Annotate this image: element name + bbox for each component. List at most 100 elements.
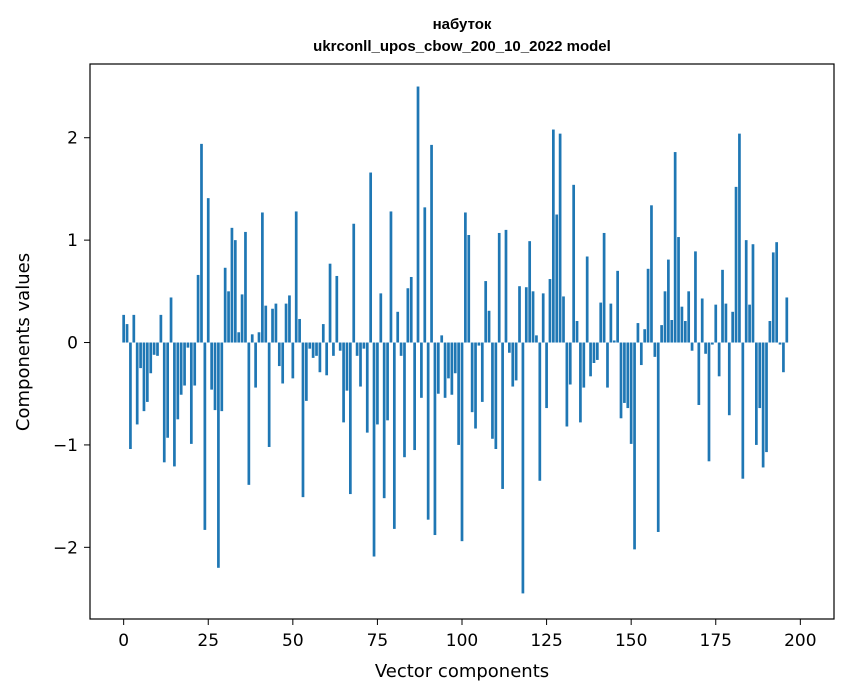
bar (511, 342, 515, 387)
bar (406, 288, 410, 343)
bar (609, 303, 613, 343)
bar (342, 342, 345, 423)
x-axis-ticks: 0 25 50 75 100 125 150 175 200 (118, 619, 817, 651)
bar (643, 329, 647, 343)
bar (271, 308, 274, 343)
x-tick-label: 200 (784, 631, 816, 651)
bar (315, 342, 318, 356)
bar (325, 342, 329, 376)
x-tick-label: 100 (446, 631, 478, 651)
bar (565, 342, 569, 427)
bar (606, 342, 609, 388)
bar (311, 342, 315, 358)
bar (156, 342, 159, 356)
bar (568, 342, 572, 385)
chart-title-line1: набуток (433, 16, 492, 33)
bar (558, 133, 562, 343)
bar (257, 332, 261, 343)
bar (382, 342, 386, 499)
bar (213, 342, 217, 411)
bar (501, 342, 504, 489)
bar (453, 342, 457, 374)
bar (623, 342, 626, 403)
x-tick-label: 0 (118, 631, 129, 651)
bar (423, 207, 427, 343)
bar (139, 342, 142, 369)
bar (365, 342, 369, 433)
bar (152, 342, 156, 355)
bar (646, 268, 650, 343)
bar (399, 342, 403, 356)
bar (619, 342, 623, 419)
bar (237, 332, 241, 343)
bar (541, 293, 545, 343)
bar (700, 298, 704, 343)
bar (738, 133, 741, 343)
x-tick-label: 50 (282, 631, 304, 651)
bar (673, 152, 677, 343)
bar (230, 227, 234, 343)
bar (538, 342, 542, 481)
bar (145, 342, 149, 402)
bar (697, 342, 701, 405)
bar (687, 291, 691, 343)
bar (142, 342, 146, 412)
bar (589, 342, 592, 377)
bar (294, 211, 298, 343)
x-tick-label: 75 (367, 631, 389, 651)
bar (545, 342, 548, 409)
bar (240, 294, 244, 343)
x-axis-label: Vector components (375, 661, 549, 682)
bar (724, 303, 728, 343)
bar (582, 342, 586, 388)
bar (734, 186, 738, 343)
bar (602, 232, 606, 343)
bar (751, 244, 755, 343)
bar (264, 305, 268, 343)
bar (633, 342, 636, 550)
bar (552, 129, 555, 343)
bar (572, 184, 576, 343)
bar (244, 231, 247, 343)
bar (528, 241, 532, 343)
bar (771, 252, 775, 343)
bar (714, 304, 718, 343)
bar (335, 275, 339, 343)
bar (494, 342, 498, 450)
bar (670, 320, 674, 343)
bar (183, 342, 186, 386)
bar (433, 342, 437, 536)
bar (639, 342, 643, 366)
bar (386, 342, 389, 421)
bar (308, 342, 312, 349)
bar (169, 297, 173, 343)
bar (579, 342, 582, 423)
bar (291, 342, 295, 379)
bar (349, 342, 352, 495)
bar (744, 240, 748, 343)
bar (125, 324, 129, 343)
bar (467, 235, 471, 343)
bar (761, 342, 765, 468)
bar (782, 342, 785, 373)
bar (159, 314, 163, 343)
bar (663, 291, 667, 343)
bar (362, 342, 366, 349)
bar (778, 342, 782, 345)
bar (755, 342, 758, 445)
bar (440, 335, 444, 343)
bar (758, 342, 762, 409)
bar (267, 342, 271, 447)
bar (548, 279, 552, 343)
bar (785, 297, 789, 343)
bar (305, 342, 308, 401)
bar (443, 342, 447, 398)
bar (470, 342, 474, 413)
bar (332, 342, 335, 356)
bar (129, 342, 132, 450)
x-tick-label: 150 (615, 631, 647, 651)
y-tick-label: 2 (67, 129, 78, 149)
bar (653, 342, 657, 357)
bar (447, 342, 450, 379)
bar (193, 342, 197, 386)
